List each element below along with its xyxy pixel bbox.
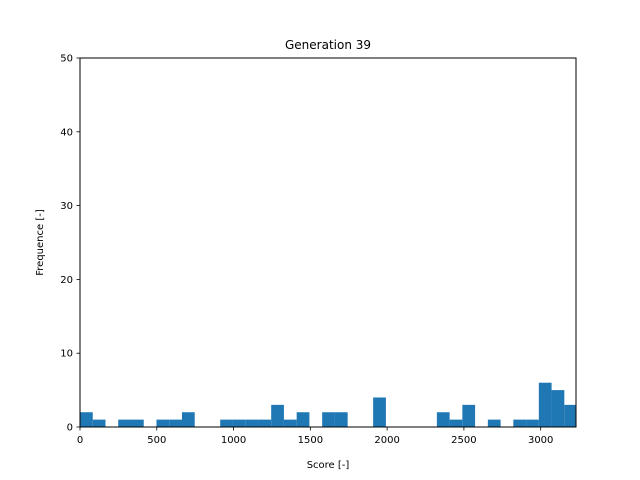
y-tick-label-2: 20 [60,275,73,286]
histogram-bar-9 [245,419,259,427]
histogram-bar-14 [322,412,335,427]
histogram-bar-8 [232,419,246,427]
histogram-bar-25 [564,404,576,427]
histogram-bar-5 [169,419,182,427]
histogram-bar-0 [80,412,93,427]
histogram-bar-17 [436,412,450,427]
histogram-bar-24 [551,390,565,427]
y-tick-label-3: 30 [60,201,73,212]
y-tick-label-5: 50 [60,54,73,65]
histogram-bar-16 [373,397,386,427]
plot-frame [79,57,577,428]
y-axis: 0 10 20 30 40 50 [60,54,80,434]
y-tick-label-0: 0 [67,423,73,434]
histogram-bar-6 [181,412,195,427]
histogram-bar-20 [487,419,501,427]
histogram-bar-2 [118,419,131,427]
y-axis-label: Frequence [-] [35,209,46,276]
x-tick-label-4: 2000 [374,435,399,446]
histogram-bar-23 [538,382,552,427]
x-tick-label-6: 3000 [528,435,553,446]
histogram-bar-4 [156,419,170,427]
histogram-bar-1 [92,419,106,427]
x-tick-label-1: 500 [147,435,166,446]
histogram-bar-13 [296,412,310,427]
histogram-bar-10 [258,419,272,427]
histogram-bar-11 [271,404,284,427]
histogram-bar-18 [449,419,463,427]
chart-title: Generation 39 [285,38,371,52]
x-tick-label-2: 1000 [221,435,246,446]
bars-group [80,382,576,427]
histogram-bar-12 [283,419,297,427]
x-axis: 0 500 1000 1500 2000 2500 3000 [77,427,553,446]
histogram-bar-15 [334,412,348,427]
histogram-bar-3 [130,419,144,427]
histogram-bar-7 [220,419,233,427]
x-tick-label-0: 0 [77,435,83,446]
histogram-bar-21 [513,419,527,427]
histogram-bar-19 [462,404,476,427]
x-axis-label: Score [-] [307,460,350,471]
y-tick-label-4: 40 [60,127,73,138]
x-tick-label-3: 1500 [298,435,323,446]
y-tick-label-1: 10 [60,349,73,360]
x-tick-label-5: 2500 [451,435,476,446]
histogram-bar-22 [526,419,539,427]
